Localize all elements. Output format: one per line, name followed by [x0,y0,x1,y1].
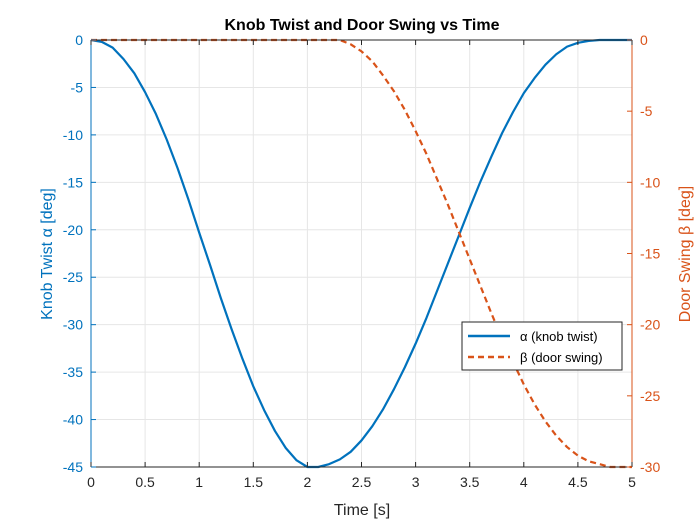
chart-title: Knob Twist and Door Swing vs Time [225,17,500,34]
y-axis-left-label: Knob Twist α [deg] [39,188,56,320]
x-tick-label: 0.5 [135,474,155,490]
y-left-tick-label: 0 [75,32,83,48]
x-tick-label: 2.5 [352,474,372,490]
y-right-tick-label: -10 [640,174,660,190]
y-left-tick-label: -5 [71,79,84,95]
y-right-tick-label: 0 [640,32,648,48]
axes [90,39,633,468]
x-tick-label: 4 [520,474,528,490]
y-left-tick-label: -20 [63,222,83,238]
y-right-tick-label: -5 [640,103,653,119]
legend-box [461,321,623,371]
y-left-tick-label: -45 [63,459,83,475]
legend-label-beta: β (door swing) [520,350,603,365]
legend-label-alpha: α (knob twist) [520,329,598,344]
legend: α (knob twist) β (door swing) [461,321,623,371]
x-tick-label: 4.5 [568,474,588,490]
x-tick-label: 5 [628,474,636,490]
y-left-tick-label: -25 [63,269,83,285]
y-right-tick-label: -15 [640,246,660,262]
y-left-tick-label: -30 [63,317,83,333]
x-tick-label: 3 [412,474,420,490]
y-right-tick-label: -20 [640,317,660,333]
x-tick-label: 0 [87,474,95,490]
y-right-tick-label: -25 [640,388,660,404]
series-line-0 [90,38,632,469]
y-left-tick-label: -10 [63,127,83,143]
x-tick-label: 2 [304,474,312,490]
y-left-tick-label: -40 [63,412,83,428]
tick-labels: 0 0.5 1 1.5 2 2.5 3 3.5 4 4.5 5 0 -5 -10 -15 -20 -25 -30 -… [63,32,661,490]
x-tick-label: 1.5 [244,474,264,490]
x-axis-label: Time [s] [334,502,390,519]
y-axis-right-label: Door Swing β [deg] [677,186,694,322]
x-tick-label: 1 [195,474,203,490]
y-right-tick-label: -30 [640,459,660,475]
y-left-tick-label: -35 [63,364,83,380]
x-tick-label: 3.5 [460,474,480,490]
y-left-tick-label: -15 [63,174,83,190]
